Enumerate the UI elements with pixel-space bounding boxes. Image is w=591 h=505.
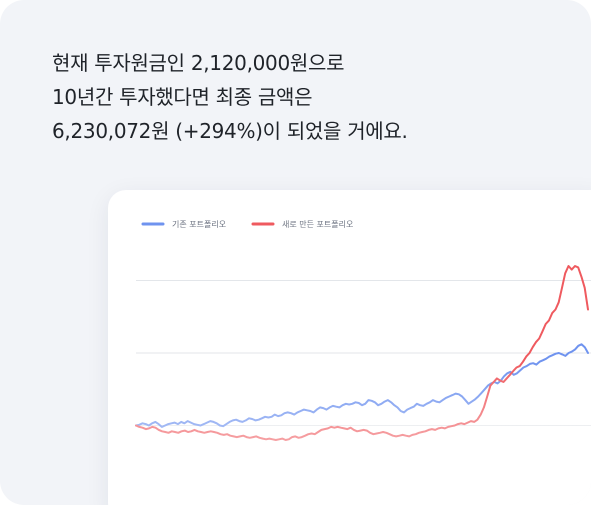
headline-line-1: 현재 투자원금인 2,120,000원으로 [52, 51, 345, 75]
result-headline: 현재 투자원금인 2,120,000원으로 10년간 투자했다면 최종 금액은 … [52, 46, 408, 148]
chart-legend: 기존 포트폴리오 새로 만든 포트폴리오 [141, 220, 353, 229]
headline-line-2: 10년간 투자했다면 최종 금액은 [52, 85, 313, 109]
legend-label-new: 새로 만든 포트폴리오 [282, 220, 353, 229]
portfolio-line-chart: 기존 포트폴리오 새로 만든 포트폴리오 [108, 220, 591, 505]
chart-card: 기존 포트폴리오 새로 만든 포트폴리오 [108, 190, 591, 505]
legend-label-existing: 기존 포트폴리오 [172, 220, 226, 229]
chart-bottom-fade [108, 360, 591, 505]
headline-line-3: 6,230,072원 (+294%)이 되었을 거에요. [52, 119, 408, 143]
